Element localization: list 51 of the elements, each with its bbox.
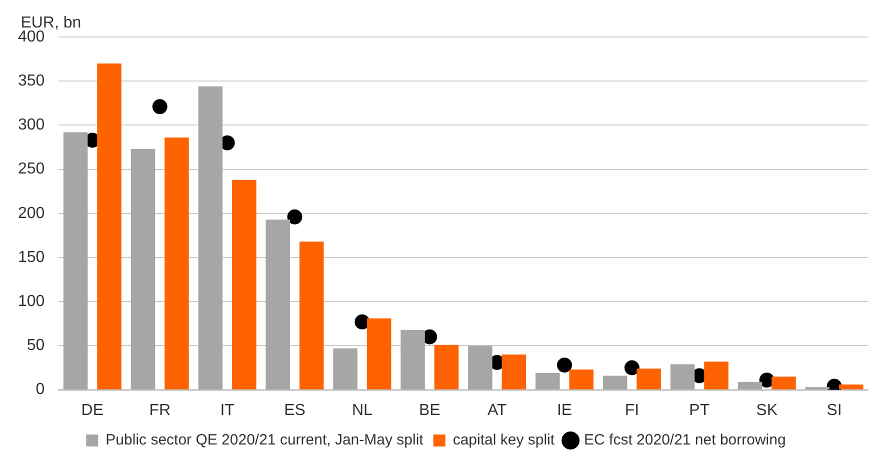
bar <box>536 373 560 390</box>
point <box>354 314 370 330</box>
x-tick-label: FI <box>624 402 640 419</box>
bar <box>468 346 492 390</box>
bar <box>839 384 864 390</box>
bar <box>198 86 223 390</box>
bar <box>738 382 762 390</box>
y-tick-label: 150 <box>18 248 45 266</box>
x-tick-label: SI <box>826 402 842 419</box>
y-tick-label: 350 <box>18 72 45 90</box>
x-tick-label: NL <box>352 402 373 419</box>
bar <box>97 63 122 390</box>
legend-label: Public sector QE 2020/21 current, Jan-May split <box>106 432 424 449</box>
y-tick-label: 250 <box>18 160 45 178</box>
bar <box>130 149 156 390</box>
point <box>624 360 640 376</box>
bar <box>772 376 796 390</box>
x-tick-label: PT <box>689 402 710 419</box>
bar <box>434 344 459 390</box>
bar <box>569 370 594 390</box>
x-tick-label: ES <box>284 402 306 419</box>
x-tick-label: BE <box>418 402 440 419</box>
bar <box>502 354 526 390</box>
bar <box>164 138 189 390</box>
x-tick-label: IE <box>556 402 572 419</box>
bar <box>266 220 290 390</box>
bar <box>636 368 661 390</box>
x-tick-label: FR <box>149 402 171 419</box>
bar <box>670 364 695 390</box>
legend-label: EC fcst 2020/21 net borrowing <box>584 432 786 449</box>
bar <box>299 242 324 390</box>
x-tick-label: DE <box>81 402 104 419</box>
y-tick-label: 50 <box>26 337 45 354</box>
bar <box>602 376 628 390</box>
x-tick-label: SK <box>756 402 778 419</box>
legend-label: capital key split <box>452 432 556 449</box>
point <box>287 209 302 224</box>
bar <box>704 362 728 390</box>
bar <box>400 330 425 390</box>
bar <box>366 318 392 390</box>
point <box>152 99 168 114</box>
bar <box>232 180 256 390</box>
y-tick-label: 300 <box>18 116 45 134</box>
y-tick-label: 100 <box>18 293 45 310</box>
bar <box>63 132 88 390</box>
x-tick-label: IT <box>220 402 235 419</box>
bar <box>333 348 358 390</box>
point <box>557 358 572 373</box>
x-tick-label: AT <box>487 402 507 419</box>
y-tick-label: 200 <box>18 204 45 222</box>
y-tick-label: 0 <box>36 381 45 398</box>
